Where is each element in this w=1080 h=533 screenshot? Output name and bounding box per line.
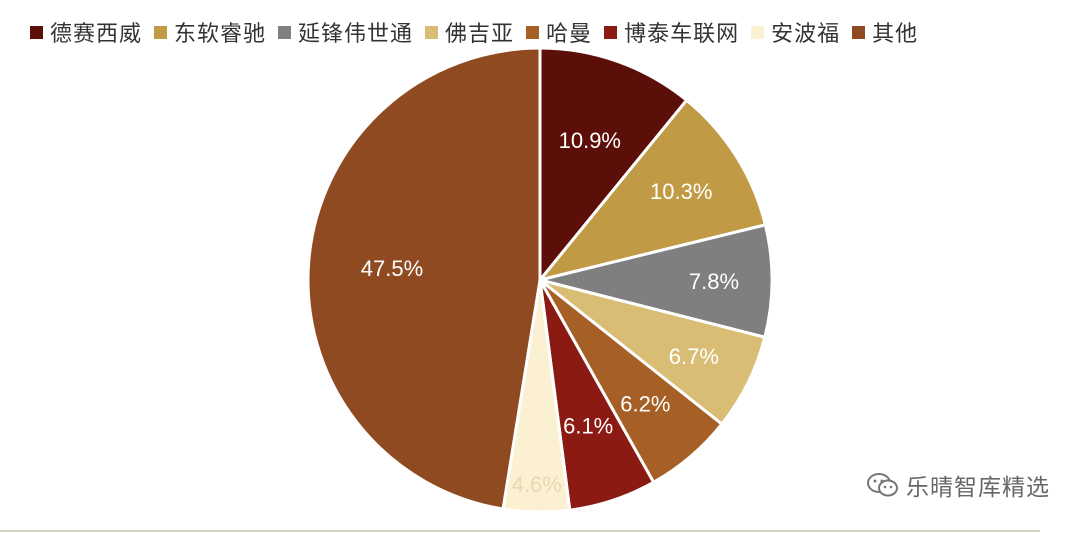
legend-item: 哈曼 — [526, 16, 592, 48]
legend-swatch — [751, 25, 765, 39]
legend-item: 德赛西威 — [30, 16, 142, 48]
wechat-icon — [867, 473, 898, 497]
legend-swatch — [30, 25, 43, 39]
watermark-text: 乐晴智库精选 — [906, 475, 1050, 501]
data-label: 6.2% — [620, 392, 670, 417]
watermark: 乐晴智库精选 — [866, 468, 1050, 502]
data-label: 47.5% — [361, 256, 423, 281]
chart-legend: 德赛西威 东软睿驰 延锋伟世通 佛吉亚 哈曼 博泰车联网 安波福 其他 — [30, 16, 930, 48]
legend-label: 延锋伟世通 — [298, 22, 414, 47]
legend-item: 博泰车联网 — [604, 16, 739, 48]
legend-swatch — [526, 25, 540, 39]
legend-swatch — [604, 25, 618, 39]
legend-swatch — [425, 25, 439, 39]
data-label: 10.9% — [559, 128, 621, 153]
legend-item: 延锋伟世通 — [278, 16, 413, 48]
legend-label: 博泰车联网 — [624, 22, 740, 47]
pie-slice — [538, 46, 689, 285]
data-label: 7.8% — [689, 269, 739, 294]
legend-label: 佛吉亚 — [445, 22, 515, 47]
legend-swatch — [278, 25, 292, 39]
baseline-divider — [0, 530, 1040, 532]
pie-slice — [539, 223, 774, 340]
legend-swatch — [154, 25, 168, 39]
pie-slice — [536, 98, 768, 283]
data-label: 6.1% — [563, 413, 613, 438]
data-label: 4.6% — [512, 472, 562, 497]
pie-slice — [306, 46, 542, 511]
legend-label: 其他 — [872, 22, 919, 47]
legend-label: 哈曼 — [546, 22, 593, 47]
legend-item: 佛吉亚 — [425, 16, 514, 48]
data-label: 6.7% — [669, 344, 719, 369]
legend-item: 安波福 — [751, 16, 840, 48]
legend-item: 其他 — [852, 16, 918, 48]
legend-item: 东软睿驰 — [154, 16, 266, 48]
legend-label: 德赛西威 — [50, 22, 143, 47]
data-label: 10.3% — [650, 179, 712, 204]
legend-label: 安波福 — [771, 22, 841, 47]
legend-label: 东软睿驰 — [174, 22, 267, 47]
legend-swatch — [852, 25, 866, 39]
